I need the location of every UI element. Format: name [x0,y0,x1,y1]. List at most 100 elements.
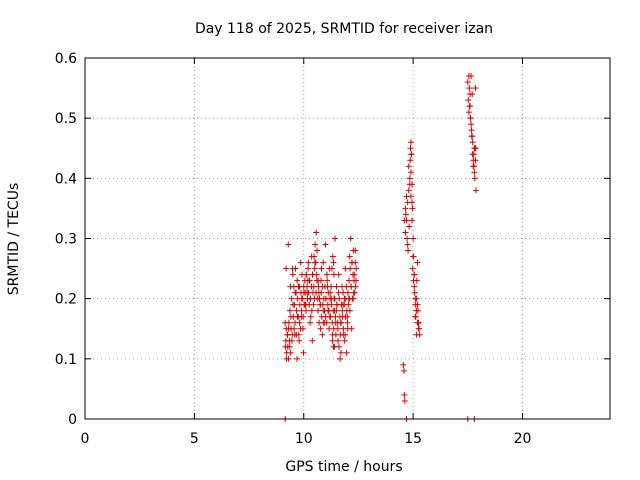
data-point [325,307,332,314]
data-point [319,331,326,338]
data-point [467,91,473,98]
data-point [353,265,360,272]
data-point [472,187,479,194]
data-point [311,259,318,266]
data-point [349,259,356,266]
data-point [298,295,305,302]
data-point [342,331,349,338]
data-point [326,325,333,332]
data-point [401,391,408,398]
data-point [344,319,351,326]
data-point [313,271,320,278]
x-tick-labels: 0 5 10 15 20 [81,431,532,447]
axis-ticks [84,57,610,420]
data-point [332,235,339,242]
data-point [465,97,472,104]
data-point [406,181,413,188]
y-tick-label: 0 [68,412,77,428]
data-point [303,271,310,278]
data-point [465,109,472,116]
data-point [469,151,476,158]
data-point [286,343,293,350]
y-tick-label: 0.4 [55,171,77,187]
data-point [346,295,353,302]
data-point [344,289,351,296]
data-point [314,247,321,254]
data-point [296,337,303,344]
data-point [328,265,335,272]
data-point [405,163,412,170]
data-point [405,247,412,254]
data-point [337,349,344,356]
data-point [317,325,324,332]
data-point [333,307,340,314]
data-point [297,259,304,266]
data-point [335,337,342,344]
data-point [314,307,321,314]
data-point [304,277,311,284]
data-point [409,205,416,212]
data-point [302,301,309,308]
data-point [339,301,346,308]
x-axis-label: GPS time / hours [285,459,402,475]
data-point [351,271,358,278]
data-point [341,337,348,344]
data-point [415,325,422,332]
data-point [285,319,292,326]
data-point [321,319,328,326]
data-point [401,397,408,404]
data-point [320,259,327,266]
data-point [300,349,307,356]
data-point [402,205,409,212]
y-tick-label: 0.5 [55,111,77,127]
data-point [307,313,314,320]
data-point [407,139,414,146]
data-point [308,307,315,314]
data-point [470,163,477,170]
data-point [284,331,291,338]
data-point [350,289,357,296]
data-point [339,307,346,314]
x-tick-label: 5 [190,431,199,447]
data-point [348,283,354,290]
data-point [472,85,479,92]
data-point [408,151,415,158]
y-axis-label: SRMTID / TECUs [6,183,22,296]
data-point [333,301,340,308]
data-point [407,157,414,164]
data-point [411,283,418,290]
data-point [328,301,335,308]
data-point [310,283,317,290]
data-point [468,127,475,134]
data-point [331,295,338,302]
data-point [402,211,409,218]
data-point [318,265,325,272]
data-point [410,253,417,260]
y-tick-label: 0.3 [55,232,77,248]
data-point [415,319,422,326]
data-point [332,319,339,326]
data-point [308,253,315,260]
y-tick-labels: 0 0.1 0.2 0.3 0.4 0.5 0.6 [55,51,77,428]
y-tick-label: 0.6 [55,51,77,67]
data-point [311,295,318,302]
data-point [305,259,312,266]
data-point [296,319,303,326]
data-point [299,325,306,332]
data-point [322,295,329,302]
data-point [334,325,341,332]
data-point [412,313,419,320]
data-point [407,169,414,176]
data-point [468,121,475,128]
data-point [336,295,343,302]
data-point [414,301,421,308]
data-point [411,289,418,296]
data-point [464,79,471,86]
plot-frame [84,57,611,420]
data-point [295,283,302,290]
data-point [326,313,333,320]
data-point [289,265,296,272]
data-point [291,331,298,338]
data-point [347,265,354,272]
